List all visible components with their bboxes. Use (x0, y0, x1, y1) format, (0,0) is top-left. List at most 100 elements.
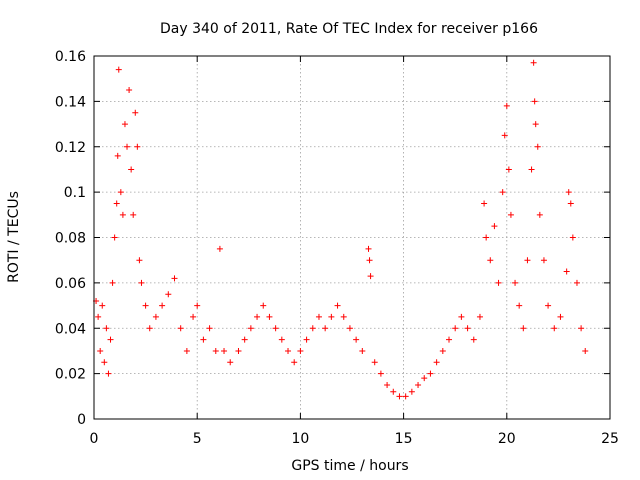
data-point (241, 336, 248, 343)
data-point (481, 200, 488, 207)
x-tick-label: 20 (498, 431, 516, 447)
data-point (446, 336, 453, 343)
data-point (272, 325, 279, 332)
y-tick-label: 0.1 (64, 185, 86, 201)
data-point (503, 102, 510, 109)
data-point (524, 257, 531, 264)
data-point (476, 313, 483, 320)
data-point (396, 393, 403, 400)
data-point (520, 325, 527, 332)
data-point (97, 347, 104, 354)
data-point (183, 347, 190, 354)
data-point (346, 325, 353, 332)
data-point (95, 313, 102, 320)
data-point (113, 200, 120, 207)
data-point (470, 336, 477, 343)
x-axis-title: GPS time / hours (291, 458, 408, 474)
data-point (266, 313, 273, 320)
data-point (126, 87, 133, 94)
data-point (146, 325, 153, 332)
data-points (93, 59, 589, 400)
data-point (505, 166, 512, 173)
data-point (528, 166, 535, 173)
data-point (507, 211, 514, 218)
data-point (200, 336, 207, 343)
data-point (212, 347, 219, 354)
data-point (99, 302, 106, 309)
data-point (540, 257, 547, 264)
y-tick-label: 0.04 (55, 321, 86, 337)
data-point (322, 325, 329, 332)
data-point (309, 325, 316, 332)
data-point (390, 388, 397, 395)
data-point (371, 359, 378, 366)
data-point (111, 234, 118, 241)
data-point (206, 325, 213, 332)
data-point (340, 313, 347, 320)
data-point (367, 273, 374, 280)
data-point (247, 325, 254, 332)
data-point (138, 279, 145, 286)
data-point (303, 336, 310, 343)
data-point (582, 347, 589, 354)
x-tick-label: 5 (193, 431, 202, 447)
data-point (402, 393, 409, 400)
data-point (452, 325, 459, 332)
data-point (495, 279, 502, 286)
data-point (536, 211, 543, 218)
data-point (165, 291, 172, 298)
data-point (334, 302, 341, 309)
data-point (117, 189, 124, 196)
x-tick-labels: 0 5 10 15 20 25 (90, 431, 619, 447)
data-point (384, 381, 391, 388)
data-point (142, 302, 149, 309)
data-point (227, 359, 234, 366)
data-point (366, 257, 373, 264)
data-point (534, 143, 541, 150)
data-point (109, 279, 116, 286)
data-point (565, 189, 572, 196)
x-tick-label: 10 (291, 431, 309, 447)
data-point (121, 121, 128, 128)
y-tick-labels: 0 0.02 0.04 0.06 0.08 0.1 0.12 0.14 0.16 (55, 49, 86, 428)
data-point (254, 313, 261, 320)
chart-title: Day 340 of 2011, Rate Of TEC Index for r… (160, 21, 538, 37)
data-point (103, 325, 110, 332)
data-point (557, 313, 564, 320)
y-tick-label: 0.02 (55, 367, 86, 383)
y-tick-label: 0.14 (55, 94, 86, 110)
data-point (260, 302, 267, 309)
data-point (516, 302, 523, 309)
data-point (483, 234, 490, 241)
data-point (134, 143, 141, 150)
y-tick-label: 0.12 (55, 140, 86, 156)
data-point (194, 302, 201, 309)
data-point (216, 245, 223, 252)
data-point (152, 313, 159, 320)
data-point (315, 313, 322, 320)
data-point (501, 132, 508, 139)
data-point (563, 268, 570, 275)
data-point (427, 370, 434, 377)
data-point (487, 257, 494, 264)
data-point (433, 359, 440, 366)
y-tick-label: 0.06 (55, 276, 86, 292)
data-point (530, 59, 537, 66)
data-point (119, 211, 126, 218)
data-point (107, 336, 114, 343)
data-point (415, 381, 422, 388)
data-point (439, 347, 446, 354)
x-tick-label: 25 (601, 431, 619, 447)
data-point (328, 313, 335, 320)
data-point (464, 325, 471, 332)
data-point (573, 279, 580, 286)
data-point (190, 313, 197, 320)
axis-ticks (93, 55, 611, 420)
data-point (177, 325, 184, 332)
data-point (130, 211, 137, 218)
data-point (551, 325, 558, 332)
data-point (291, 359, 298, 366)
grid-lines (94, 56, 610, 419)
data-point (221, 347, 228, 354)
data-point (532, 121, 539, 128)
